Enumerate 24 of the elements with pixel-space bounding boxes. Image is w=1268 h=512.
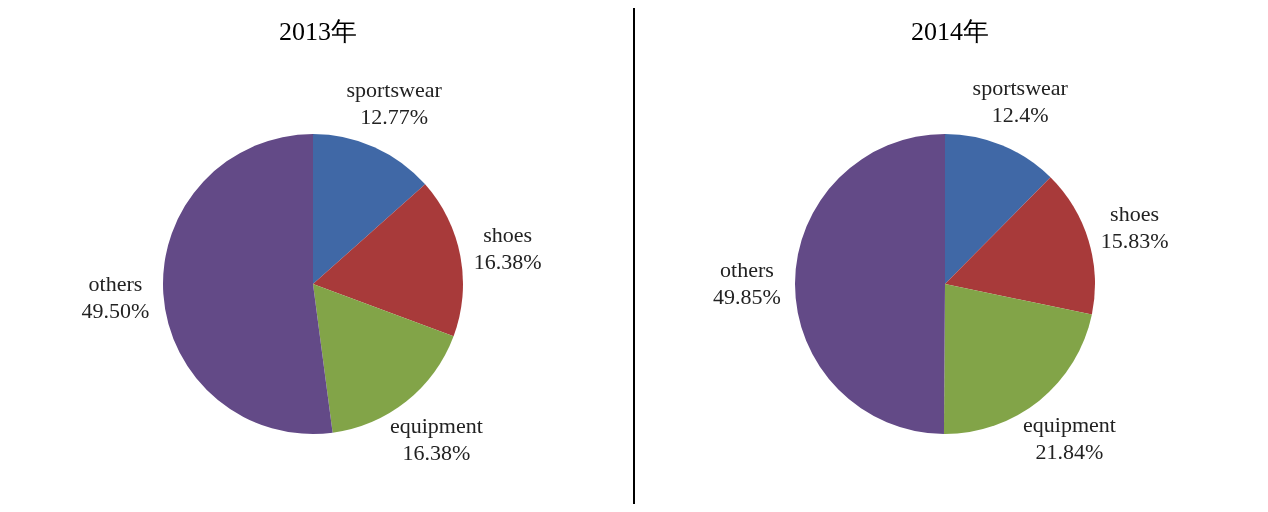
data-label: 49.85% bbox=[713, 284, 781, 310]
slice-label: equipment bbox=[1023, 411, 1116, 437]
slice-label: sportswear bbox=[346, 77, 443, 103]
slice-label: others bbox=[88, 270, 143, 296]
slice-label: shoes bbox=[1110, 200, 1159, 226]
data-label: 15.83% bbox=[1100, 227, 1169, 253]
pie-slice bbox=[945, 134, 1051, 284]
slice-label: sportswear bbox=[972, 74, 1069, 100]
pie-slice bbox=[313, 134, 426, 284]
pie-slice bbox=[313, 184, 463, 337]
pie-slice bbox=[795, 134, 945, 434]
data-label: 49.50% bbox=[81, 297, 150, 323]
data-label: 12.4% bbox=[991, 101, 1049, 127]
data-label: 16.38% bbox=[473, 248, 542, 274]
data-label: 16.38% bbox=[402, 439, 471, 465]
slice-label: shoes bbox=[483, 221, 533, 247]
data-label: 21.84% bbox=[1035, 438, 1104, 464]
chart-title: 2014年 bbox=[910, 16, 990, 48]
data-label: 12.77% bbox=[360, 104, 429, 130]
chart-title: 2013年 bbox=[278, 16, 358, 48]
slice-label: others bbox=[720, 257, 774, 283]
slice-label: equipment bbox=[389, 412, 483, 438]
pie-slice bbox=[163, 134, 333, 434]
pie-slice bbox=[945, 177, 1095, 315]
